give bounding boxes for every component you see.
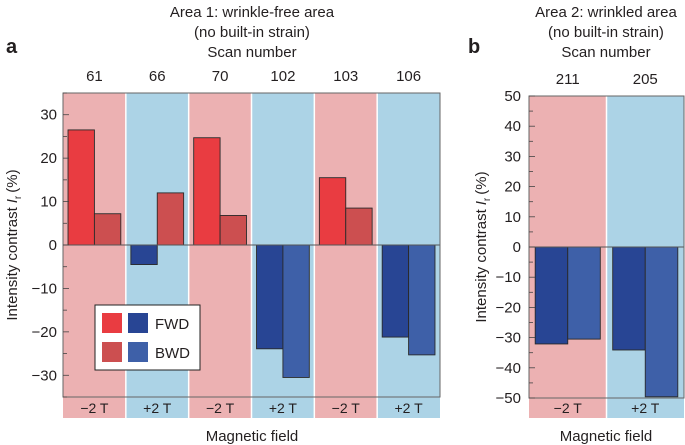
panel-subtitle: (no built-in strain) (194, 24, 310, 41)
field-band (606, 398, 684, 418)
scan-number-label: 211 (556, 71, 580, 88)
field-band (63, 397, 126, 418)
field-band (529, 398, 607, 418)
scan-number-label: 102 (270, 68, 295, 85)
panel-label: b (468, 36, 480, 58)
bar-fwd-66 (130, 244, 158, 265)
field-label: +2 T (395, 400, 424, 416)
scan-number-label: 103 (333, 68, 358, 85)
bar-bwd-103 (345, 207, 373, 246)
y-tick-label: −20 (496, 299, 521, 316)
legend-swatch-positive (102, 342, 122, 362)
bar-bwd-102 (282, 244, 310, 378)
field-label: +2 T (143, 400, 172, 416)
y-tick-label: 10 (504, 209, 521, 226)
legend: FWD BWD (94, 304, 201, 371)
bar-fwd-103 (318, 177, 347, 246)
y-axis-symbol: I (473, 201, 490, 205)
legend-swatch-negative (128, 342, 148, 362)
scan-number-label: 61 (86, 68, 103, 85)
bar-bwd-66 (156, 192, 185, 246)
bar-fwd-61 (67, 129, 95, 246)
y-axis-label: Intensity contrast Ir (%) (4, 169, 24, 320)
y-tick-label: −50 (496, 390, 521, 407)
field-band (377, 397, 440, 418)
bar-bwd-106 (408, 244, 436, 356)
bar-fwd-102 (256, 244, 284, 350)
field-label: −2 T (206, 400, 235, 416)
field-band (125, 397, 189, 418)
field-band (188, 397, 252, 418)
field-band (314, 397, 378, 418)
x-axis-label: Magnetic field (560, 428, 653, 445)
bar-fwd-106 (381, 244, 410, 338)
scan-number-label: 70 (212, 68, 229, 85)
y-axis-subscript: r (482, 197, 493, 201)
legend-swatch-positive (102, 313, 122, 333)
legend-swatch-negative (128, 313, 148, 333)
panel-b: Area 2: wrinkled area (no built-in strain… (468, 4, 685, 445)
field-label: −2 T (554, 400, 583, 416)
legend-label: BWD (155, 345, 190, 362)
legend-label: FWD (155, 316, 189, 333)
scan-number-label: 66 (149, 68, 166, 85)
field-label: +2 T (631, 400, 660, 416)
field-label: −2 T (332, 400, 361, 416)
y-tick-label: −10 (496, 269, 521, 286)
field-band (251, 397, 315, 418)
y-axis-label-text: Intensity contrast (473, 208, 490, 322)
y-tick-label: 0 (49, 237, 57, 254)
bar-fwd-211 (534, 246, 569, 345)
field-label: +2 T (269, 400, 298, 416)
top-axis-label: Scan number (561, 44, 650, 61)
y-tick-label: −30 (32, 367, 57, 384)
y-tick-label: 20 (40, 150, 57, 167)
y-tick-label: 50 (504, 88, 521, 105)
y-tick-label: −20 (32, 324, 57, 341)
bar-fwd-205 (612, 246, 646, 351)
panel-label: a (6, 36, 18, 58)
y-tick-label: 20 (504, 179, 521, 196)
x-axis-label: Magnetic field (206, 428, 299, 445)
y-tick-label: 10 (40, 194, 57, 211)
panel-title: Area 2: wrinkled area (535, 4, 677, 21)
top-axis-label: Scan number (207, 44, 296, 61)
y-axis-symbol: I (4, 199, 21, 203)
y-axis-unit: (%) (4, 169, 21, 192)
field-label: −2 T (80, 400, 109, 416)
y-axis-subscript: r (13, 195, 24, 199)
y-tick-label: 0 (513, 239, 521, 256)
scan-number-label: 106 (396, 68, 421, 85)
y-tick-label: −10 (32, 280, 57, 297)
panel-subtitle: (no built-in strain) (548, 24, 664, 41)
y-axis-label-text: Intensity contrast (4, 206, 21, 320)
bar-bwd-211 (567, 246, 601, 340)
bar-fwd-70 (193, 137, 221, 246)
y-tick-label: 40 (504, 118, 521, 135)
bar-bwd-205 (644, 246, 679, 398)
y-axis-label: Intensity contrast Ir (%) (473, 171, 493, 322)
y-axis-unit: (%) (473, 171, 490, 194)
y-tick-label: 30 (504, 148, 521, 165)
scan-number-label: 205 (633, 71, 658, 88)
panel-a: Area 1: wrinkle-free area (no built-in st… (4, 4, 441, 445)
bar-bwd-70 (219, 215, 247, 246)
bar-bwd-61 (93, 213, 122, 246)
panel-title: Area 1: wrinkle-free area (170, 4, 335, 21)
y-tick-label: 30 (40, 107, 57, 124)
y-tick-label: −30 (496, 330, 521, 347)
y-tick-label: −40 (496, 360, 521, 377)
